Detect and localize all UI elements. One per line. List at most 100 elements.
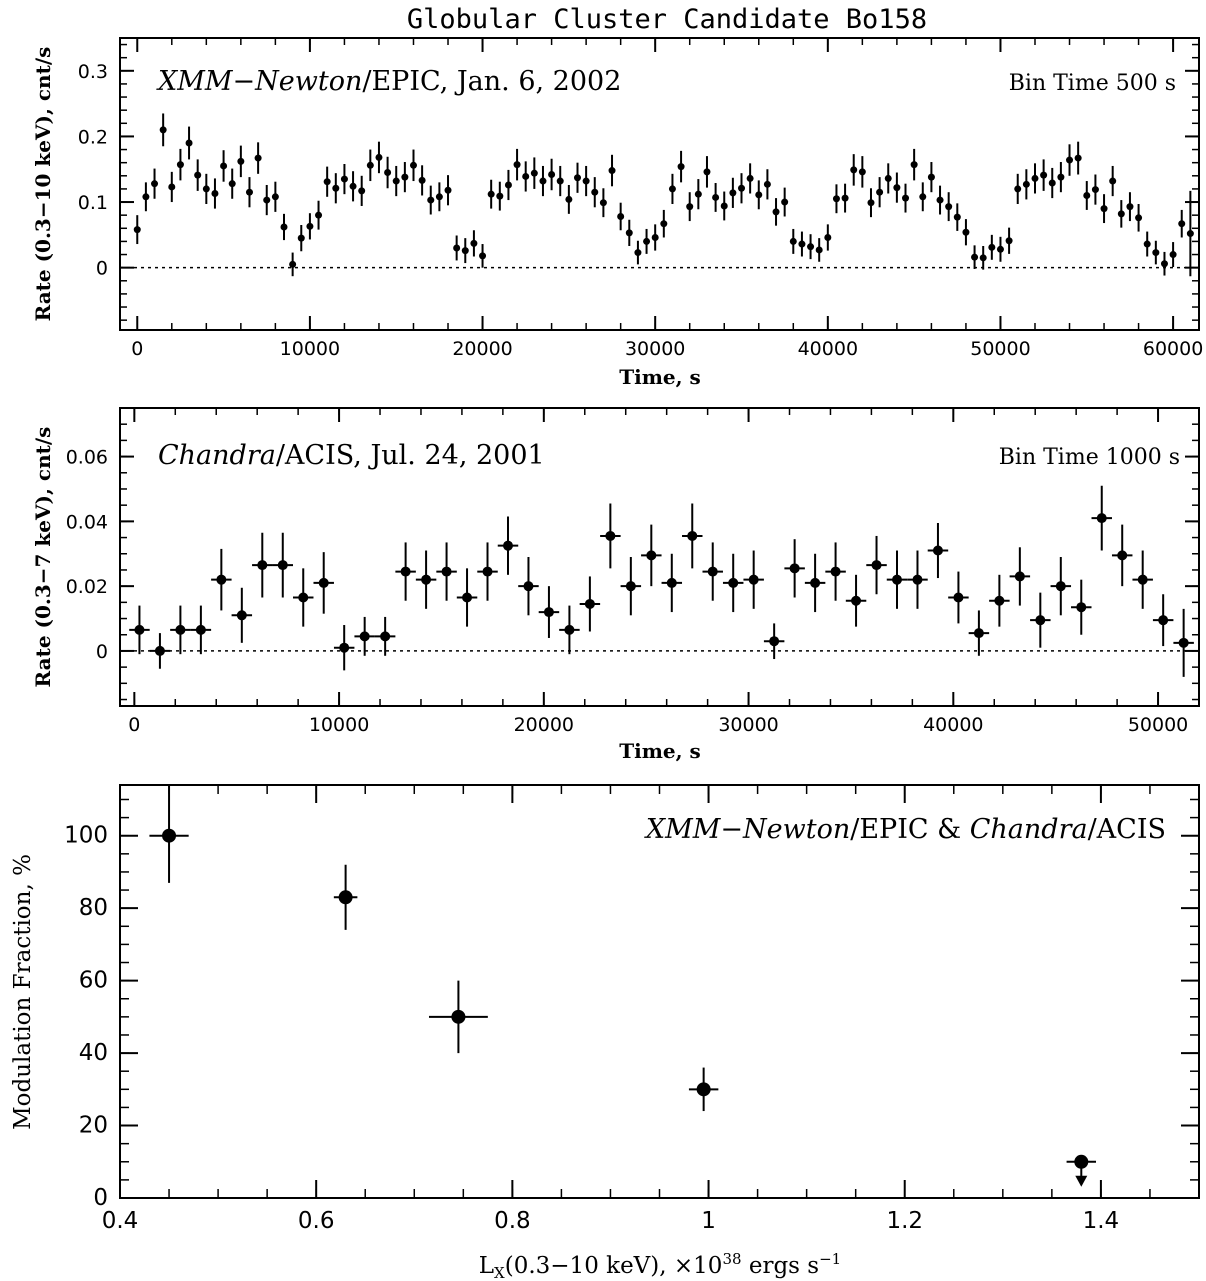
- data-point: [564, 624, 575, 635]
- data-point: [945, 203, 953, 211]
- data-point: [1055, 581, 1066, 592]
- data-point: [973, 628, 984, 639]
- data-point: [366, 161, 374, 169]
- data-point: [513, 161, 521, 169]
- data-point: [162, 828, 177, 843]
- data-point: [772, 208, 780, 216]
- data-point: [830, 566, 841, 577]
- y-axis-title: Rate (0.3−7 keV), cnt/s: [31, 427, 55, 688]
- data-point: [339, 642, 350, 653]
- x-tick-label: 20000: [452, 338, 512, 360]
- data-point: [318, 577, 329, 588]
- data-points: [133, 113, 1194, 277]
- data-point: [384, 169, 392, 177]
- data-point: [245, 188, 253, 196]
- data-point: [1005, 237, 1013, 245]
- data-point: [687, 530, 698, 541]
- data-point: [418, 176, 426, 184]
- data-point: [728, 577, 739, 588]
- data-point: [720, 202, 728, 210]
- y-tick-label: 20: [79, 1113, 108, 1139]
- data-point: [400, 566, 411, 577]
- bin-time-label: Bin Time 500 s: [1009, 71, 1176, 96]
- data-point: [194, 171, 202, 179]
- x-tick-label: 50000: [1128, 714, 1188, 736]
- data-point: [409, 161, 417, 169]
- data-point: [277, 560, 288, 571]
- y-tick-label: 100: [64, 823, 108, 849]
- data-point: [858, 168, 866, 176]
- data-point: [1158, 615, 1169, 626]
- data-point: [530, 169, 538, 177]
- data-point: [871, 560, 882, 571]
- data-point: [927, 173, 935, 181]
- annotation-part: Chandra: [970, 814, 1088, 845]
- data-point: [1091, 186, 1099, 194]
- data-point: [306, 222, 314, 230]
- panel-annotation: XMM−Newton/EPIC & Chandra/ACIS: [644, 814, 1166, 845]
- data-point: [729, 189, 737, 197]
- y-axis-title: Modulation Fraction, %: [10, 854, 36, 1130]
- data-point: [902, 194, 910, 202]
- data-point: [1109, 177, 1117, 185]
- annotation-part: /ACIS: [1088, 814, 1166, 845]
- data-point: [625, 581, 636, 592]
- data-point: [332, 184, 340, 192]
- data-point: [651, 233, 659, 241]
- data-point: [789, 563, 800, 574]
- data-point: [666, 577, 677, 588]
- data-point: [584, 598, 595, 609]
- bin-time-label: Bin Time 1000 s: [999, 445, 1180, 470]
- data-point: [271, 193, 279, 201]
- data-point: [340, 175, 348, 183]
- data-point: [502, 540, 513, 551]
- data-point: [487, 190, 495, 198]
- data-point: [228, 180, 236, 188]
- y-tick-label: 0.02: [66, 576, 108, 598]
- data-point: [807, 243, 815, 251]
- data-point: [154, 645, 165, 656]
- data-point: [421, 574, 432, 585]
- data-point: [668, 185, 676, 193]
- data-point: [237, 157, 245, 165]
- data-point: [441, 566, 452, 577]
- data-point: [1137, 574, 1148, 585]
- data-point: [591, 188, 599, 196]
- y-tick-label: 0.2: [78, 126, 108, 148]
- data-point: [781, 198, 789, 206]
- data-point: [755, 191, 763, 199]
- data-point: [380, 631, 391, 642]
- x-tick-label: 10000: [280, 338, 340, 360]
- data-point: [912, 574, 923, 585]
- data-point: [134, 624, 145, 635]
- x-tick-label: 1: [701, 1208, 716, 1234]
- data-point: [151, 180, 159, 188]
- data-point: [1040, 171, 1048, 179]
- data-points: [129, 485, 1194, 677]
- data-point: [358, 187, 366, 195]
- data-point: [168, 183, 176, 191]
- annotation-part: XMM−Newton: [644, 814, 850, 845]
- data-point: [1076, 602, 1087, 613]
- data-point: [401, 173, 409, 181]
- data-point: [496, 192, 504, 200]
- x-tick-label: 30000: [718, 714, 778, 736]
- data-point: [707, 566, 718, 577]
- data-point: [236, 610, 247, 621]
- annotation-instrument: Chandra: [158, 440, 276, 471]
- data-point: [444, 186, 452, 194]
- annotation-detail: /EPIC, Jan. 6, 2002: [362, 66, 621, 97]
- axis-ticks: [120, 407, 1200, 706]
- x-tick-label: 10000: [309, 714, 369, 736]
- annotation-part: /EPIC &: [850, 814, 970, 845]
- data-point: [323, 178, 331, 186]
- data-point: [1160, 260, 1168, 268]
- data-point: [979, 254, 987, 262]
- x-tick-label: 0.8: [494, 1208, 531, 1234]
- data-point: [824, 233, 832, 241]
- x-tick-label: 60000: [1143, 338, 1203, 360]
- data-point: [556, 177, 564, 185]
- data-point: [539, 177, 547, 185]
- data-point: [1014, 571, 1025, 582]
- data-points: [149, 785, 1097, 1187]
